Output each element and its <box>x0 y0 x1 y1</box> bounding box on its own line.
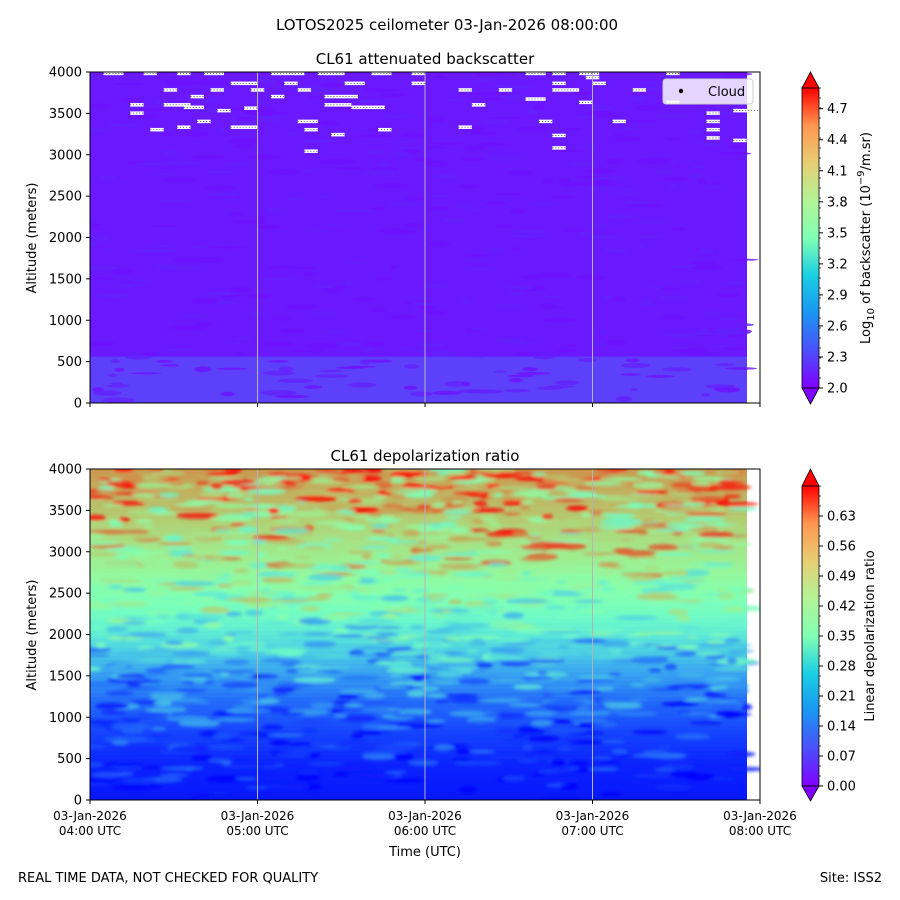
depol-title: CL61 depolarization ratio <box>331 447 520 465</box>
cloud-detection <box>324 94 358 99</box>
site-label: Site: ISS2 <box>820 871 882 886</box>
cloud-detection <box>525 97 546 101</box>
depol-colorbar: 0.00 0.07 0.14 0.21 0.28 0.35 0.42 0.49 0.56 0.63… <box>801 468 878 802</box>
quality-disclaimer: REAL TIME DATA, NOT CHECKED FOR QUALITY <box>18 871 318 886</box>
y-tick-label: 2000 <box>49 231 82 246</box>
cloud-detection <box>351 105 385 110</box>
y-tick-label: 4000 <box>49 463 82 478</box>
y-tick-label: 0 <box>74 397 82 412</box>
colorbar-tick-label: 0.21 <box>827 690 856 705</box>
x-tick-label-date: 03-Jan-2026 <box>556 809 630 823</box>
backscatter-colorbar-label: Log10 of backscatter (10−9/m.sr) <box>856 132 877 344</box>
colorbar-tick-label: 0.56 <box>827 540 856 555</box>
x-tick-label-time: 05:00 UTC <box>226 824 288 838</box>
cloud-detection <box>163 103 191 107</box>
colorbar-tick-label: 0.49 <box>827 570 856 585</box>
x-tick-label-time: 08:00 UTC <box>729 824 791 838</box>
colorbar-tick-label: 0.07 <box>827 750 856 765</box>
y-tick-label: 1000 <box>49 711 82 726</box>
y-tick-label: 2500 <box>49 587 82 602</box>
colorbar-tick-label: 3.2 <box>827 257 848 272</box>
no-data-gap <box>747 72 760 403</box>
cloud-detection <box>733 108 760 113</box>
y-tick-label: 500 <box>57 355 82 370</box>
colorbar-tick-label: 0.63 <box>827 510 856 525</box>
y-tick-label: 3500 <box>49 107 82 122</box>
colorbar-extend-min <box>801 785 820 802</box>
depol-colorbar-label: Linear depolarization ratio <box>863 550 878 721</box>
backscatter-x-axis <box>89 403 761 407</box>
x-tick-label-date: 03-Jan-2026 <box>53 809 127 823</box>
cloud-detection <box>579 72 600 76</box>
cloud-detection <box>230 125 258 129</box>
backscatter-ylabel: Altitude (meters) <box>25 183 40 294</box>
y-tick-label: 1500 <box>49 272 82 287</box>
cloud-detection <box>230 81 258 86</box>
backscatter-texture <box>90 72 760 403</box>
colorbar-extend-min <box>801 387 820 405</box>
x-tick-label-time: 04:00 UTC <box>59 824 121 838</box>
colorbar-tick-label: 2.9 <box>827 288 848 303</box>
colorbar-tick-label: 3.8 <box>827 195 848 210</box>
y-tick-label: 1500 <box>49 669 82 684</box>
colorbar-extend-max <box>801 468 820 487</box>
colorbar-tick-label: 0.42 <box>827 600 856 615</box>
colorbar-tick-label: 2.6 <box>827 319 848 334</box>
depol-gridlines <box>257 469 593 800</box>
cloud-detections <box>103 72 760 153</box>
colorbar-extend-max <box>801 71 820 89</box>
y-tick-label: 3000 <box>49 545 82 560</box>
backscatter-title: CL61 attenuated backscatter <box>316 50 535 68</box>
depol-xlabel: Time (UTC) <box>388 845 461 860</box>
cloud-detection <box>203 72 224 76</box>
y-tick-label: 3500 <box>49 504 82 519</box>
cloud-detection <box>103 72 124 76</box>
colorbar-tick-label: 2.0 <box>827 382 848 397</box>
cloud-detection <box>344 81 365 86</box>
cloud-detection <box>525 72 546 76</box>
backscatter-gridlines <box>257 72 593 403</box>
x-tick-label-time: 07:00 UTC <box>561 824 623 838</box>
cloud-detection <box>297 119 318 124</box>
no-data-gap <box>747 469 760 800</box>
cloud-detection <box>317 72 345 76</box>
y-tick-label: 500 <box>57 752 82 767</box>
colorbar-tick-label: 4.7 <box>827 102 848 117</box>
y-tick-label: 1000 <box>49 314 82 329</box>
x-tick-label-time: 06:00 UTC <box>394 824 456 838</box>
cloud-detection <box>324 103 352 107</box>
cloud-detection <box>552 88 580 92</box>
legend-label-cloud: Cloud <box>708 85 745 100</box>
y-tick-label: 2500 <box>49 190 82 205</box>
backscatter-legend: Cloud <box>662 78 754 105</box>
colorbar-tick-label: 0.14 <box>827 720 856 735</box>
x-tick-label-date: 03-Jan-2026 <box>723 809 797 823</box>
backscatter-y-axis: 0 500 1000 1500 2000 2500 3000 3500 4000 <box>49 66 90 412</box>
y-tick-label: 3000 <box>49 148 82 163</box>
colorbar-tick-label: 3.5 <box>827 226 848 241</box>
cloud-detection <box>371 72 392 76</box>
depol-y-axis: 0 500 1000 1500 2000 2500 3000 3500 4000 <box>49 463 90 809</box>
figure-title: LOTOS2025 ceilometer 03-Jan-2026 08:00:0… <box>276 16 618 34</box>
colorbar-tick-label: 0.35 <box>827 630 856 645</box>
colorbar-tick-label: 0.00 <box>827 780 856 795</box>
x-tick-label-date: 03-Jan-2026 <box>221 809 295 823</box>
colorbar-tick-label: 4.4 <box>827 133 848 148</box>
depol-texture <box>90 469 760 800</box>
cloud-detection <box>270 72 305 76</box>
backscatter-colorbar: 2.0 2.3 2.6 2.9 3.2 3.5 3.8 4.1 4.4 4.7 Log10 of … <box>801 71 877 405</box>
colorbar-tick-label: 2.3 <box>827 350 848 365</box>
colorbar-tick-label: 0.28 <box>827 660 856 675</box>
cloud-legend-marker <box>678 88 684 94</box>
y-tick-label: 2000 <box>49 628 82 643</box>
depol-ylabel: Altitude (meters) <box>25 580 40 691</box>
cloud-detection <box>183 105 204 110</box>
y-tick-label: 4000 <box>49 66 82 81</box>
colorbar-tick-label: 4.1 <box>827 164 848 179</box>
y-tick-label: 0 <box>74 794 82 809</box>
x-tick-label-date: 03-Jan-2026 <box>388 809 462 823</box>
